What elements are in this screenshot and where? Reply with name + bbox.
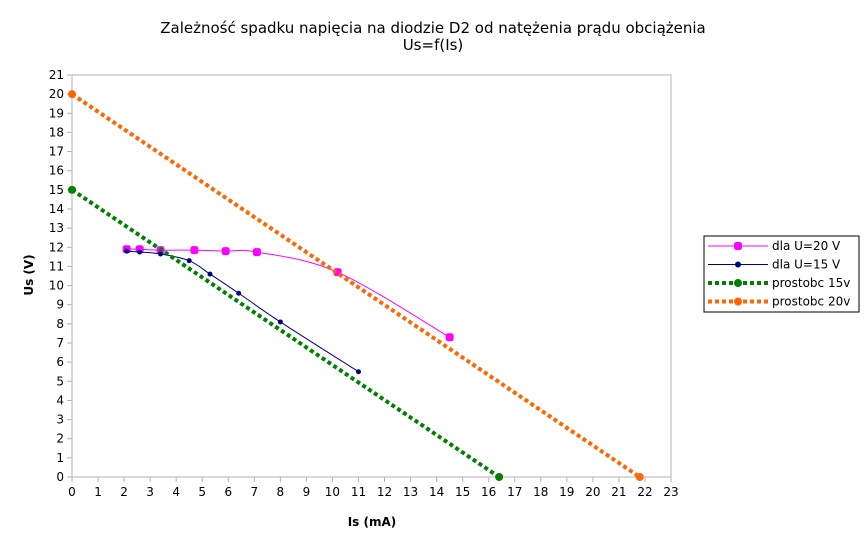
data-point — [221, 247, 230, 256]
series-dla-u-15-v — [124, 248, 361, 375]
data-point — [252, 248, 261, 257]
legend-label: prostobc 15v — [772, 276, 850, 290]
legend-swatch-marker — [734, 242, 742, 250]
y-tick-label: 18 — [49, 125, 64, 139]
legend-label: dla U=20 V — [772, 239, 841, 253]
legend-item: prostobc 20v — [708, 295, 850, 309]
x-tick-label: 6 — [224, 485, 232, 499]
x-tick-label: 21 — [611, 485, 626, 499]
data-point — [445, 333, 454, 342]
plot-frame — [71, 74, 672, 478]
data-point — [355, 369, 361, 375]
series-prostobc-15v — [68, 185, 504, 481]
x-tick-label: 5 — [198, 485, 206, 499]
series-prostobc-20v — [68, 90, 644, 481]
legend-item: dla U=20 V — [708, 239, 841, 253]
x-tick-label: 7 — [250, 485, 258, 499]
data-point — [635, 473, 644, 481]
x-tick-label: 20 — [585, 485, 600, 499]
y-tick-label: 14 — [49, 202, 64, 216]
data-point — [207, 271, 213, 277]
y-tick-label: 12 — [49, 240, 64, 254]
legend-label: dla U=15 V — [772, 258, 841, 272]
y-tick-label: 10 — [49, 279, 64, 293]
x-tick-label: 4 — [172, 485, 180, 499]
x-tick-label: 1 — [94, 485, 102, 499]
x-tick-label: 22 — [637, 485, 652, 499]
chart-title: Zależność spadku napięcia na diodzie D2 … — [160, 19, 706, 37]
legend-item: prostobc 15v — [708, 276, 850, 290]
x-tick-label: 14 — [429, 485, 444, 499]
y-tick-label: 1 — [56, 451, 64, 465]
data-point — [68, 90, 76, 99]
series-line — [70, 92, 641, 479]
y-tick-label: 5 — [56, 374, 64, 388]
legend-item: dla U=15 V — [708, 258, 841, 272]
y-tick-label: 20 — [49, 87, 64, 101]
x-tick-label: 8 — [277, 485, 285, 499]
x-tick-label: 13 — [403, 485, 418, 499]
x-tick-label: 3 — [146, 485, 154, 499]
y-tick-label: 15 — [49, 183, 64, 197]
data-point — [186, 258, 192, 264]
y-tick-label: 16 — [49, 164, 64, 178]
x-tick-label: 16 — [481, 485, 496, 499]
y-tick-label: 3 — [56, 413, 64, 427]
legend-swatch-marker — [735, 261, 741, 268]
y-axis-title: Us (V) — [22, 254, 36, 295]
legend-label: prostobc 20v — [772, 295, 850, 309]
data-point — [277, 319, 283, 325]
data-point — [137, 249, 143, 255]
y-tick-label: 6 — [56, 355, 64, 369]
x-tick-label: 2 — [120, 485, 128, 499]
data-point — [236, 290, 242, 296]
y-tick-label: 19 — [49, 106, 64, 120]
y-tick-label: 0 — [56, 470, 64, 484]
y-tick-label: 11 — [49, 259, 64, 273]
x-tick-label: 10 — [325, 485, 340, 499]
y-tick-label: 9 — [56, 298, 64, 312]
x-axis-title: Is (mA) — [348, 515, 397, 529]
y-tick-label: 21 — [49, 68, 64, 82]
y-tick-label: 2 — [56, 432, 64, 446]
legend-swatch-marker — [734, 297, 742, 306]
legend-box — [703, 235, 860, 313]
series-line — [126, 248, 450, 338]
x-tick-label: 23 — [663, 485, 678, 499]
x-tick-label: 12 — [377, 485, 392, 499]
x-tick-label: 19 — [559, 485, 574, 499]
data-point — [68, 185, 76, 194]
x-tick-label: 17 — [507, 485, 522, 499]
y-tick-label: 8 — [56, 317, 64, 331]
data-point — [124, 248, 130, 254]
y-tick-label: 7 — [56, 336, 64, 350]
data-point — [495, 473, 504, 481]
data-point — [158, 251, 164, 257]
x-tick-label: 11 — [351, 485, 366, 499]
series-line — [70, 188, 501, 479]
legend-swatch-marker — [734, 279, 742, 287]
y-tick-label: 13 — [49, 221, 64, 235]
chart-subtitle: Us=f(Is) — [403, 36, 464, 54]
legend: dla U=20 V dla U=15 V prostobc 15v prostobc… — [703, 235, 860, 313]
x-tick-label: 9 — [303, 485, 311, 499]
y-tick-label: 4 — [56, 393, 64, 407]
x-tick-label: 18 — [533, 485, 548, 499]
x-tick-label: 15 — [455, 485, 470, 499]
data-point — [190, 246, 199, 255]
x-tick-label: 0 — [68, 485, 76, 499]
series-line — [126, 250, 359, 373]
y-tick-label: 17 — [49, 145, 64, 159]
